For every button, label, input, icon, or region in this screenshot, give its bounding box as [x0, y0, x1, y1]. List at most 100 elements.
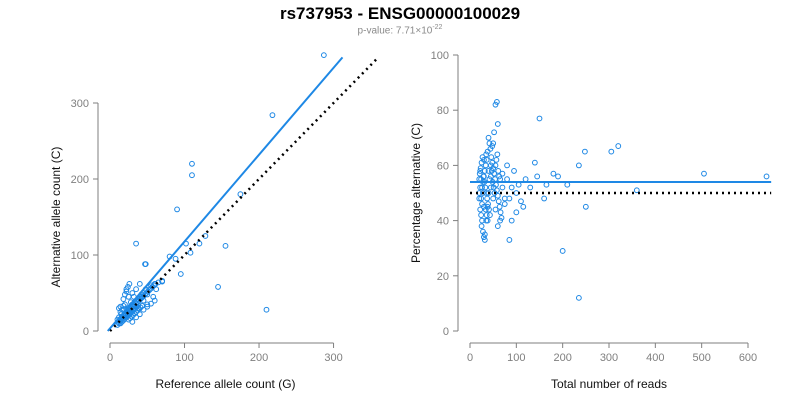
data-point: [498, 214, 505, 221]
x-tick-label: 300: [324, 352, 342, 364]
data-point: [495, 198, 502, 205]
data-point: [129, 318, 136, 325]
data-point: [494, 223, 501, 230]
data-point: [117, 303, 124, 310]
data-point: [541, 195, 548, 202]
data-point: [477, 165, 484, 172]
data-point: [497, 209, 504, 216]
data-point: [575, 294, 582, 301]
data-point: [492, 162, 499, 169]
y-tick-label: 80: [437, 105, 449, 117]
data-point: [120, 315, 127, 321]
data-point: [496, 173, 503, 180]
data-point: [490, 195, 497, 202]
data-point: [479, 154, 486, 161]
data-point: [476, 170, 483, 177]
data-point: [484, 217, 491, 224]
data-point: [494, 151, 501, 158]
data-point: [559, 248, 566, 254]
data-point: [487, 173, 494, 180]
data-point: [477, 206, 484, 213]
data-point: [499, 184, 506, 191]
data-point: [159, 277, 166, 284]
data-point: [486, 206, 492, 213]
data-point: [543, 181, 550, 188]
data-point: [486, 140, 493, 147]
data-point: [237, 191, 244, 198]
data-point: [633, 187, 640, 194]
pvalue-text: p-value: 7.71×10: [357, 25, 433, 37]
data-point: [490, 140, 497, 147]
data-point: [476, 195, 483, 202]
data-point: [487, 184, 494, 191]
y-axis-title: Alternative allele count (C): [49, 147, 63, 288]
data-point: [122, 291, 128, 298]
data-point: [479, 201, 485, 207]
data-point: [136, 280, 143, 287]
data-point: [140, 306, 147, 313]
data-point: [582, 148, 588, 155]
data-point: [550, 170, 557, 177]
data-point: [124, 310, 131, 317]
x-axis-title: Total number of reads: [551, 377, 667, 391]
data-point: [148, 300, 154, 307]
data-point: [506, 195, 513, 202]
x-tick-label: 200: [250, 352, 268, 364]
data-point: [481, 234, 487, 241]
data-point: [555, 173, 561, 180]
data-point: [479, 217, 485, 224]
data-point: [492, 206, 499, 213]
data-point: [174, 206, 180, 213]
x-tick-label: 100: [175, 352, 193, 364]
data-point: [480, 190, 486, 196]
data-point: [501, 195, 508, 202]
y-tick-label: 0: [83, 326, 89, 338]
data-point: [177, 271, 184, 277]
y-tick-label: 100: [71, 250, 89, 262]
data-point: [506, 237, 513, 243]
x-tick-label: 400: [646, 352, 664, 364]
data-point: [149, 284, 156, 290]
data-point: [483, 151, 490, 158]
data-point: [136, 311, 143, 318]
y-tick-label: 40: [437, 216, 449, 228]
data-point: [140, 293, 147, 299]
data-point: [478, 212, 485, 218]
data-point: [564, 181, 571, 188]
data-point: [488, 154, 495, 161]
data-point: [504, 176, 510, 183]
data-point: [485, 201, 491, 207]
data-point: [508, 217, 515, 224]
data-point: [504, 162, 510, 169]
data-point: [496, 203, 503, 210]
data-point: [133, 314, 139, 321]
x-tick-label: 100: [507, 352, 525, 364]
data-point: [483, 156, 490, 163]
data-point: [482, 184, 489, 191]
data-point: [492, 101, 499, 108]
data-point: [478, 195, 485, 202]
data-point: [139, 294, 145, 301]
data-point: [222, 242, 229, 249]
data-point: [487, 145, 494, 152]
x-tick-label: 500: [692, 352, 710, 364]
data-point: [129, 290, 136, 296]
y-axis-title: Percentage alternative (C): [409, 123, 423, 263]
data-point: [134, 299, 141, 306]
data-point: [189, 172, 195, 179]
data-point: [120, 303, 127, 309]
data-point: [518, 198, 524, 205]
data-point: [126, 280, 133, 287]
data-point: [520, 203, 527, 210]
data-point: [481, 173, 487, 180]
x-tick-label: 0: [467, 352, 473, 364]
data-point: [269, 112, 276, 119]
data-point: [527, 184, 534, 191]
y-tick-label: 100: [431, 50, 449, 62]
data-point: [172, 255, 179, 262]
data-point: [481, 168, 488, 174]
data-point: [491, 129, 497, 136]
data-point: [491, 190, 498, 196]
